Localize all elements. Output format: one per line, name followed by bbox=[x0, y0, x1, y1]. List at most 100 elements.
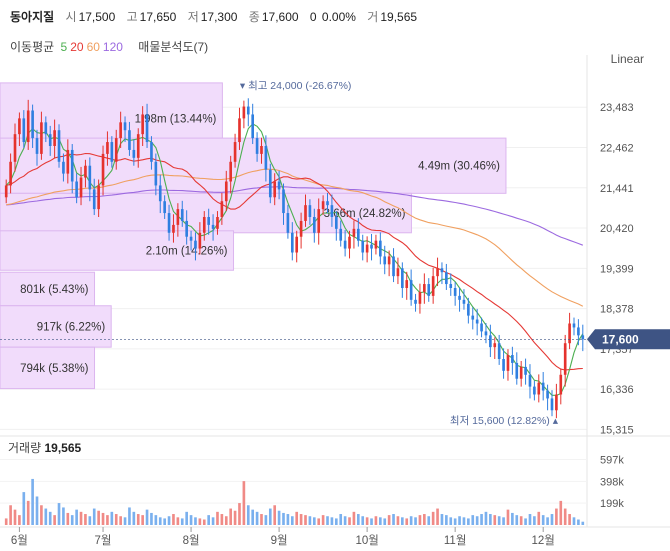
candle-body bbox=[577, 327, 580, 336]
candle-body bbox=[511, 355, 514, 363]
volume-bar bbox=[431, 511, 435, 525]
candle-body bbox=[370, 244, 373, 249]
candle-body bbox=[75, 181, 78, 198]
ma-period-120[interactable]: 120 bbox=[102, 40, 123, 54]
volume-bar bbox=[18, 515, 21, 525]
volume-bar bbox=[339, 514, 343, 525]
x-tick-label: 12월 bbox=[531, 534, 554, 547]
volume-bar bbox=[295, 511, 299, 525]
volume-bar bbox=[158, 517, 162, 525]
volume-bar bbox=[528, 514, 532, 525]
candle-body bbox=[48, 134, 52, 146]
candle-body bbox=[66, 149, 70, 174]
volume-bar bbox=[92, 508, 96, 525]
volume-bar bbox=[163, 518, 166, 525]
volume-bar bbox=[277, 510, 281, 525]
volume-bar bbox=[216, 511, 219, 525]
candle-body bbox=[401, 268, 404, 288]
x-tick-label: 7월 bbox=[95, 534, 112, 547]
volume-bar bbox=[568, 514, 571, 525]
volume-bar bbox=[189, 515, 193, 525]
volume-bar bbox=[546, 517, 549, 525]
candle-body bbox=[537, 382, 541, 395]
volume-bar bbox=[533, 516, 536, 525]
volume-profile-label[interactable]: 매물분석도(7) bbox=[138, 40, 209, 54]
x-tick-label: 11월 bbox=[444, 534, 467, 547]
candle-body bbox=[53, 130, 56, 146]
candle-body bbox=[471, 315, 475, 320]
candle-body bbox=[493, 343, 497, 348]
candle-body bbox=[282, 189, 285, 214]
candle-body bbox=[427, 284, 431, 296]
volume-bar bbox=[211, 517, 215, 525]
volume-bar bbox=[352, 511, 356, 525]
candle-body bbox=[405, 280, 409, 288]
candle-body bbox=[35, 138, 39, 154]
volume-bar bbox=[361, 516, 365, 525]
volume-bar bbox=[379, 517, 382, 525]
candle-body bbox=[242, 106, 246, 119]
ma-period-5[interactable]: 5 bbox=[60, 40, 68, 54]
volume-bar bbox=[493, 515, 497, 525]
candle-body bbox=[189, 236, 193, 241]
ma-period-20[interactable]: 20 bbox=[70, 40, 84, 54]
volume-bar bbox=[383, 518, 387, 525]
candle-body bbox=[238, 118, 241, 143]
scale-toggle[interactable]: Linear bbox=[610, 52, 644, 66]
candle-body bbox=[128, 130, 131, 150]
candle-body bbox=[502, 359, 505, 371]
candle-body bbox=[555, 394, 558, 411]
volume-bar bbox=[44, 508, 48, 525]
volume-value: 19,565 bbox=[380, 10, 418, 24]
candle-body bbox=[4, 185, 8, 198]
volume-bar bbox=[88, 516, 92, 525]
volume-bar bbox=[255, 511, 259, 525]
volume-bar bbox=[48, 511, 52, 525]
candle-body bbox=[387, 256, 391, 265]
candle-body bbox=[546, 390, 549, 399]
volume-bar bbox=[246, 505, 250, 525]
volume-bar bbox=[519, 516, 523, 525]
volume-bar bbox=[427, 516, 431, 525]
candle-body bbox=[339, 228, 343, 241]
candle-body bbox=[409, 280, 413, 300]
ma20-line bbox=[6, 152, 583, 371]
volume-profile-label: 1.98m (13.44%) bbox=[135, 113, 217, 125]
volume-profile-label: 2.10m (14.26%) bbox=[146, 246, 228, 258]
candle-body bbox=[44, 122, 48, 135]
candle-body bbox=[277, 181, 281, 190]
volume-profile-bar bbox=[0, 346, 96, 390]
volume-bar bbox=[172, 514, 175, 525]
volume-bar bbox=[145, 509, 149, 525]
candle-body bbox=[541, 382, 545, 391]
candle-body bbox=[207, 217, 210, 225]
volume-bar bbox=[458, 516, 461, 525]
low-marker: 최저 15,600 (12.82%) ▴ bbox=[450, 415, 559, 427]
volume-bar bbox=[207, 515, 210, 525]
candle-body bbox=[572, 323, 576, 328]
low-value: 17,300 bbox=[200, 10, 238, 24]
candle-body bbox=[581, 335, 585, 340]
ma-period-60[interactable]: 60 bbox=[86, 40, 100, 54]
candle-body bbox=[97, 185, 100, 210]
candle-body bbox=[330, 205, 334, 217]
candle-body bbox=[392, 256, 395, 277]
candle-body bbox=[304, 205, 307, 221]
volume-bar bbox=[62, 507, 65, 525]
volume-bar bbox=[511, 512, 514, 525]
volume-bar bbox=[53, 515, 56, 525]
candle-body bbox=[440, 268, 444, 273]
candle-body bbox=[308, 205, 312, 217]
low-label: 저 bbox=[187, 10, 199, 24]
volume-bar bbox=[194, 517, 197, 525]
volume-bar bbox=[273, 505, 277, 525]
ma-label[interactable]: 이동평균 bbox=[10, 40, 55, 54]
candle-body bbox=[449, 284, 453, 288]
candle-body bbox=[515, 362, 519, 379]
volume-bar bbox=[128, 507, 131, 525]
y-tick-label: 18,378 bbox=[600, 304, 634, 316]
candle-body bbox=[251, 114, 255, 139]
candle-body bbox=[414, 299, 417, 304]
volume-bar bbox=[445, 515, 448, 525]
candle-body bbox=[132, 149, 136, 158]
